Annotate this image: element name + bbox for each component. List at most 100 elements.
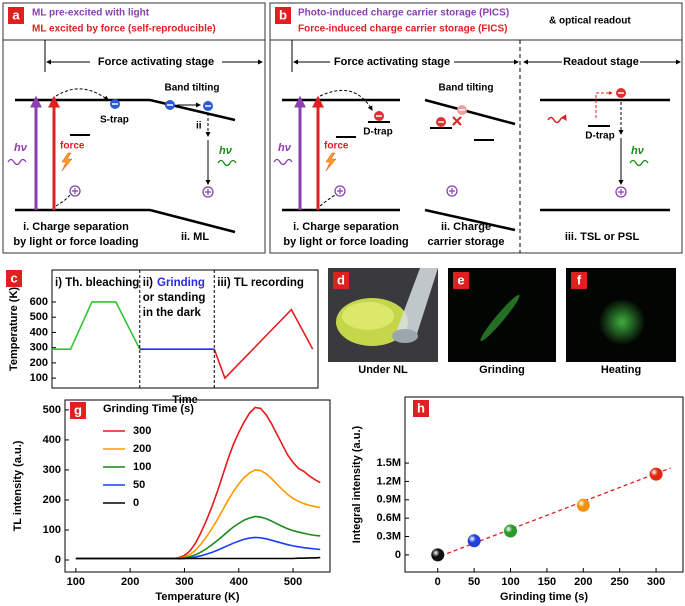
title: Force-induced charge carrier storage (FI… <box>298 24 508 35</box>
phase-emphasis: Grinding <box>157 277 205 289</box>
stage-label: Force activating stage <box>98 56 214 68</box>
trap-label: S-trap <box>100 115 129 126</box>
step-label: ii <box>196 121 202 132</box>
panel-label: c <box>10 270 17 285</box>
force-label: force <box>324 141 349 152</box>
photo-e: e Grinding <box>448 268 556 376</box>
panel-label-box <box>8 7 24 24</box>
y-tick-label: 0 <box>55 554 61 566</box>
caption: i. Charge separation <box>293 221 399 233</box>
legend-title: Grinding Time (s) <box>103 403 194 415</box>
x-tick-label: 50 <box>468 576 480 588</box>
series-line <box>75 469 321 560</box>
glow <box>598 298 646 346</box>
band-tilting-label: Band tilting <box>165 83 220 94</box>
wave <box>629 159 649 167</box>
stage-label: Readout stage <box>563 56 639 68</box>
x-axis-label: Temperature (K) <box>155 591 239 603</box>
title: & optical readout <box>549 16 631 27</box>
capture-path <box>55 88 109 101</box>
y-tick-label: 1.2M <box>377 475 401 487</box>
legend-label: 50 <box>133 479 145 491</box>
stimulation-wave <box>547 114 567 124</box>
panel-label: b <box>279 7 287 22</box>
legend-label: 0 <box>133 497 139 509</box>
trap-label: D-trap <box>585 131 614 142</box>
caption: by light or force loading <box>283 236 408 248</box>
panel-label-box <box>571 272 587 289</box>
panel-label: d <box>337 272 345 287</box>
y-axis-label: TL intensity (a.u.) <box>12 440 24 531</box>
photo-f: f Heating <box>566 268 676 376</box>
caption: Under NL <box>358 364 408 376</box>
panel-label-box <box>333 272 349 289</box>
y-tick-label: 1.5M <box>377 457 401 469</box>
y-tick-label: 500 <box>30 311 48 323</box>
tilted-band <box>149 98 236 122</box>
series-line <box>75 556 321 560</box>
y-tick-label: 500 <box>43 404 61 416</box>
y-tick-label: 400 <box>43 434 61 446</box>
data-point <box>649 467 663 481</box>
x-axis-label: Grinding time (s) <box>500 591 588 603</box>
tilted-band <box>424 208 516 232</box>
wave <box>273 158 293 166</box>
y-axis-label: Temperature (K) <box>8 287 20 371</box>
series-line <box>213 308 314 380</box>
data-point <box>431 548 445 562</box>
blocked-mark <box>452 116 462 126</box>
y-tick-label: 100 <box>30 372 48 384</box>
hole-path <box>319 194 336 207</box>
y-tick-label: 0.6M <box>377 512 401 524</box>
rod-tip <box>392 329 418 343</box>
y-tick-label: 0 <box>395 549 401 561</box>
panel-label-box <box>275 7 291 24</box>
lightning <box>325 152 337 172</box>
wave <box>217 159 237 167</box>
title: Photo-induced charge carrier storage (PI… <box>298 8 509 19</box>
title: ML pre-excited with light <box>32 8 150 19</box>
x-tick-label: 400 <box>230 576 248 588</box>
y-tick-label: 0.3M <box>377 530 401 542</box>
phase-label: i) Th. bleaching <box>55 277 139 289</box>
legend-label: 200 <box>133 443 151 455</box>
panel-label: g <box>74 402 82 417</box>
y-axis-label: Integral intensity (a.u.) <box>351 425 363 543</box>
legend-label: 300 <box>133 425 151 437</box>
band-tilting-label: Band tilting <box>439 83 494 94</box>
powder-highlight <box>342 302 394 330</box>
data-point <box>467 534 481 548</box>
x-tick-label: 150 <box>538 576 556 588</box>
series-line <box>52 301 141 350</box>
excitation-label: hν <box>14 142 28 154</box>
caption: i. Charge separation <box>23 221 129 233</box>
stage-label: Force activating stage <box>334 56 450 68</box>
series-line <box>75 406 321 560</box>
caption: Heating <box>601 364 641 376</box>
caption: carrier storage <box>427 236 504 248</box>
emission-label: hν <box>631 145 645 157</box>
x-tick-label: 100 <box>67 576 85 588</box>
tilted-band <box>149 208 236 234</box>
caption: iii. TSL or PSL <box>565 231 640 243</box>
panel-label: e <box>457 272 464 287</box>
panel-b: b Photo-induced charge carrier storage (… <box>269 2 683 254</box>
y-tick-label: 600 <box>30 296 48 308</box>
y-tick-label: 200 <box>30 357 48 369</box>
plot-frame <box>404 396 684 573</box>
phase-label: or standing <box>143 292 206 304</box>
title: ML excited by force (self-reproducible) <box>32 24 216 35</box>
panel-frame <box>269 2 683 254</box>
wave <box>7 158 27 166</box>
phase-label: iii) TL recording <box>217 277 304 289</box>
trap-label: D-trap <box>363 127 392 138</box>
x-tick-label: 0 <box>435 576 441 588</box>
x-tick-label: 250 <box>611 576 629 588</box>
caption: ii. ML <box>181 231 209 243</box>
x-tick-label: 300 <box>175 576 193 588</box>
excitation-label: hν <box>278 142 292 154</box>
y-tick-label: 100 <box>43 524 61 536</box>
caption: by light or force loading <box>13 236 138 248</box>
panel-a: a ML pre-excited with light ML excited b… <box>2 2 266 254</box>
